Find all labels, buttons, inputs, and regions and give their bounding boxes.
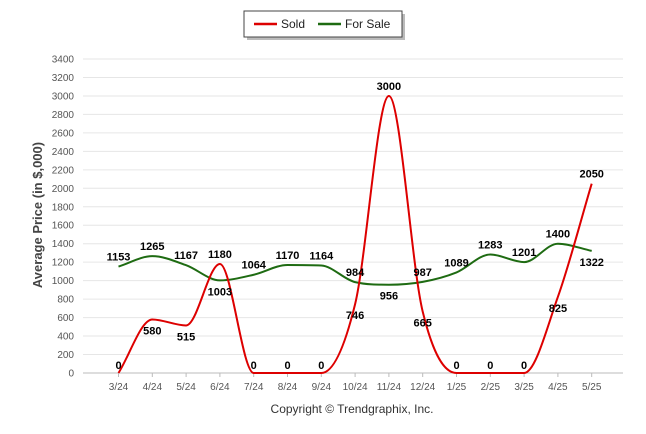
x-tick-label: 4/24 <box>143 382 163 393</box>
y-tick-label: 1400 <box>52 239 75 250</box>
data-label-sold: 0 <box>521 360 527 372</box>
x-tick-label: 5/25 <box>582 382 602 393</box>
y-tick-label: 2400 <box>52 147 75 158</box>
data-label-for-sale: 1153 <box>107 252 131 264</box>
y-tick-label: 1000 <box>52 276 75 287</box>
y-tick-label: 3200 <box>52 73 75 84</box>
data-label-sold: 3000 <box>377 81 401 93</box>
data-label-for-sale: 956 <box>380 291 398 303</box>
y-tick-label: 400 <box>57 332 74 343</box>
x-tick-label: 3/24 <box>109 382 129 393</box>
series-lines <box>117 94 593 374</box>
y-axis-label: Average Price (in $,000) <box>30 142 45 288</box>
data-label-sold: 0 <box>284 360 290 372</box>
x-tick-labels: 3/24 4/24 5/24 6/24 7/24 8/24 9/24 10/24 11/24 12… <box>109 373 602 393</box>
data-label-for-sale: 984 <box>346 267 365 279</box>
x-tick-label: 3/25 <box>514 382 534 393</box>
x-tick-label: 9/24 <box>312 382 332 393</box>
data-label-for-sale: 1064 <box>241 260 266 272</box>
data-label-for-sale: 1265 <box>140 241 164 253</box>
data-label-sold: 1180 <box>208 249 232 261</box>
data-label-sold: 515 <box>177 331 195 343</box>
y-tick-label: 2600 <box>52 128 75 139</box>
legend: Sold For Sale <box>243 10 405 40</box>
data-label-for-sale: 1400 <box>546 229 570 241</box>
y-tick-label: 3000 <box>52 91 75 102</box>
data-label-sold: 665 <box>414 318 432 330</box>
data-label-sold: 0 <box>453 360 459 372</box>
series-line-sold[interactable] <box>117 94 593 374</box>
x-tick-label: 4/25 <box>548 382 568 393</box>
x-tick-label: 12/24 <box>410 382 435 393</box>
legend-sold-label[interactable]: Sold <box>281 17 305 31</box>
data-label-for-sale: 1322 <box>579 257 603 269</box>
data-label-sold: 0 <box>487 360 493 372</box>
y-tick-labels: 0 200 400 600 800 1000 1200 1400 1600 1800 2000 220… <box>52 55 75 380</box>
x-tick-label: 1/25 <box>447 382 467 393</box>
x-tick-label: 7/24 <box>244 382 264 393</box>
y-tick-label: 1800 <box>52 202 75 213</box>
x-tick-label: 11/24 <box>377 382 402 393</box>
x-tick-label: 10/24 <box>343 382 368 393</box>
legend-for-sale-label[interactable]: For Sale <box>345 17 391 31</box>
data-label-for-sale: 1167 <box>174 250 198 262</box>
y-tick-label: 1600 <box>52 221 75 232</box>
data-labels: 0 580 515 1180 0 0 0 746 3000 665 0 0 0 825 2050 1153 12… <box>107 81 604 372</box>
data-label-for-sale: 1003 <box>208 286 232 298</box>
y-tick-label: 2800 <box>52 110 75 121</box>
y-tick-label: 2200 <box>52 165 75 176</box>
data-label-for-sale: 987 <box>414 267 432 279</box>
data-label-sold: 580 <box>143 325 161 337</box>
data-label-sold: 746 <box>346 310 364 322</box>
data-label-sold: 2050 <box>579 169 603 181</box>
x-tick-label: 2/25 <box>481 382 501 393</box>
y-tick-label: 600 <box>57 313 74 324</box>
data-label-for-sale: 1283 <box>478 240 502 252</box>
x-tick-label: 5/24 <box>176 382 196 393</box>
data-label-sold: 0 <box>115 360 121 372</box>
y-tick-label: 1200 <box>52 258 75 269</box>
data-label-for-sale: 1164 <box>309 251 334 263</box>
copyright-text: Copyright © Trendgraphix, Inc. <box>271 402 434 416</box>
x-tick-label: 6/24 <box>210 382 230 393</box>
series-line-for-sale[interactable] <box>118 242 592 286</box>
y-tick-label: 200 <box>57 350 74 361</box>
data-label-sold: 0 <box>318 360 324 372</box>
y-tick-label: 3400 <box>52 55 75 66</box>
data-label-sold: 0 <box>251 360 257 372</box>
grid-lines <box>83 58 623 356</box>
data-label-sold: 825 <box>549 303 567 315</box>
y-tick-label: 800 <box>57 295 74 306</box>
data-label-for-sale: 1089 <box>444 257 468 269</box>
y-tick-label: 0 <box>68 369 74 380</box>
data-label-for-sale: 1201 <box>512 247 536 259</box>
x-tick-label: 8/24 <box>278 382 298 393</box>
y-tick-label: 2000 <box>52 184 75 195</box>
data-label-for-sale: 1170 <box>276 250 300 262</box>
